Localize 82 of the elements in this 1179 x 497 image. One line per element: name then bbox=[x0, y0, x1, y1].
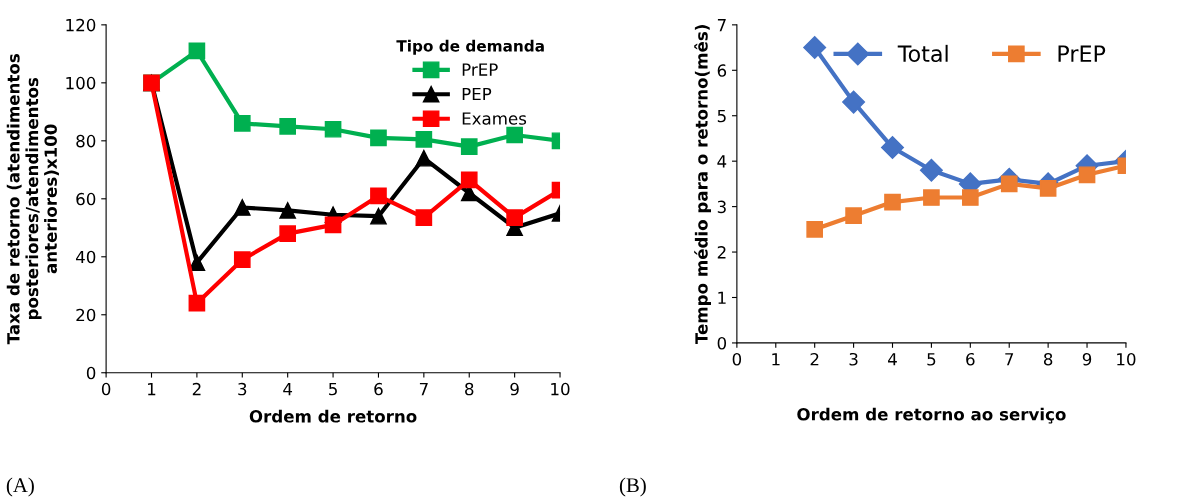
point bbox=[506, 209, 523, 226]
y-tick-label: 0 bbox=[86, 366, 96, 380]
legend-title: Tipo de demanda bbox=[396, 39, 544, 55]
y-tick-label: 6 bbox=[717, 64, 727, 77]
point bbox=[460, 138, 478, 155]
x-tick-label: 6 bbox=[966, 352, 975, 366]
point bbox=[370, 207, 387, 225]
x-tick-label: 5 bbox=[927, 353, 936, 366]
y-tick-label: 7 bbox=[717, 19, 726, 32]
point bbox=[845, 207, 862, 225]
point bbox=[188, 42, 206, 60]
legend-label: Exames bbox=[462, 112, 527, 125]
point bbox=[961, 189, 979, 206]
x-tick-label: 1 bbox=[772, 353, 780, 366]
point bbox=[233, 199, 251, 216]
y-tick-label: 100 bbox=[66, 76, 96, 90]
point bbox=[884, 193, 901, 211]
point bbox=[460, 171, 478, 189]
x-tick-label: 3 bbox=[238, 382, 247, 396]
y-tick-label: 60 bbox=[76, 192, 96, 206]
point bbox=[279, 202, 297, 219]
x-tick-label: 8 bbox=[465, 382, 474, 396]
y-tick-label: 20 bbox=[76, 308, 96, 322]
x-axis-title: Ordem de retorno bbox=[249, 409, 417, 423]
x-tick-label: 5 bbox=[329, 382, 337, 396]
point bbox=[1078, 166, 1096, 184]
x-tick-label: 2 bbox=[192, 382, 201, 396]
y-axis-title: Taxa de retorno (atendimentos posteriores/atendimentos anteriores)x100 bbox=[6, 54, 59, 345]
point bbox=[919, 158, 943, 182]
point bbox=[415, 149, 433, 167]
x-tick-label: 0 bbox=[732, 352, 742, 366]
legend-label: Total bbox=[897, 44, 948, 63]
x-tick-label: 0 bbox=[101, 382, 111, 396]
point bbox=[506, 126, 523, 144]
point bbox=[415, 131, 433, 148]
point bbox=[370, 129, 387, 147]
point bbox=[1039, 180, 1057, 197]
point bbox=[324, 216, 342, 234]
y-axis-title: Tempo médio para o retorno(mês) bbox=[694, 25, 711, 345]
x-tick-label: 10 bbox=[551, 382, 570, 396]
y-tick-label: 0 bbox=[717, 336, 727, 350]
y-tick-label: 5 bbox=[717, 109, 726, 123]
x-tick-label: 8 bbox=[1043, 352, 1053, 366]
point bbox=[279, 117, 297, 135]
point bbox=[803, 36, 827, 60]
point bbox=[188, 254, 206, 271]
x-tick-label: 9 bbox=[1082, 352, 1092, 366]
x-tick-label: 6 bbox=[374, 382, 383, 396]
y-tick-label: 4 bbox=[717, 155, 727, 168]
y-tick-label: 120 bbox=[66, 18, 96, 32]
point bbox=[233, 115, 251, 132]
y-tick-label: 1 bbox=[718, 291, 726, 304]
point bbox=[806, 220, 824, 238]
text: (B) bbox=[619, 477, 646, 497]
x-tick-label: 4 bbox=[283, 382, 293, 396]
x-tick-label: 9 bbox=[510, 382, 519, 396]
point bbox=[279, 225, 297, 242]
legend-label: PrEP bbox=[462, 63, 498, 76]
point bbox=[881, 136, 905, 160]
y-tick-label: 80 bbox=[76, 134, 96, 148]
legend-label: PrEP bbox=[1058, 45, 1106, 62]
point bbox=[415, 209, 433, 226]
x-tick-label: 4 bbox=[888, 353, 897, 366]
point bbox=[842, 90, 866, 114]
point bbox=[370, 187, 387, 205]
point bbox=[324, 120, 342, 138]
y-tick-label: 2 bbox=[717, 246, 726, 259]
point bbox=[1000, 175, 1018, 193]
point bbox=[188, 294, 206, 312]
x-tick-label: 7 bbox=[419, 382, 428, 396]
y-tick-label: 3 bbox=[717, 200, 726, 214]
x-tick-label: 2 bbox=[810, 352, 819, 366]
point bbox=[923, 189, 940, 206]
x-tick-label: 1 bbox=[148, 382, 156, 396]
text: (A) bbox=[6, 477, 34, 497]
x-tick-label: 10 bbox=[1117, 352, 1136, 366]
legend-label: PEP bbox=[462, 87, 492, 101]
x-tick-label: 3 bbox=[849, 352, 858, 366]
x-tick-label: 7 bbox=[1005, 353, 1014, 366]
y-tick-label: 40 bbox=[75, 250, 96, 264]
point bbox=[233, 251, 251, 269]
x-axis-title: Ordem de retorno ao serviço bbox=[797, 407, 1066, 424]
